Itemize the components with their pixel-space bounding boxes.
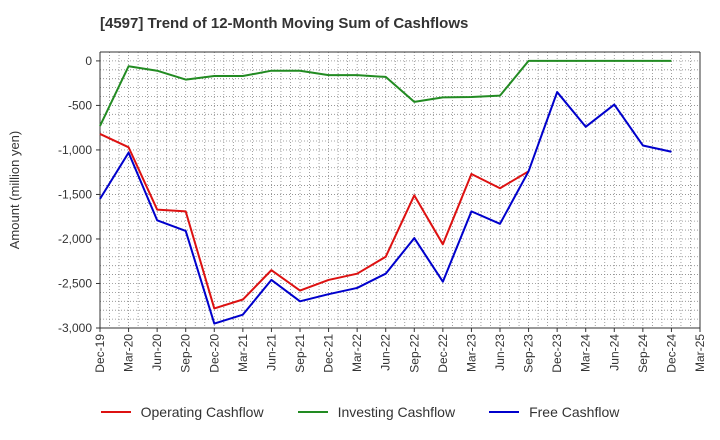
legend-label-free: Free Cashflow [529, 404, 620, 420]
x-tick-label: Jun-21 [264, 334, 278, 371]
x-tick-label: Sep-23 [522, 334, 536, 373]
x-tick-label: Dec-22 [436, 334, 450, 373]
y-tick-label: 0 [85, 54, 92, 68]
legend-item-investing: Investing Cashflow [297, 404, 456, 420]
series-line-free-cashflow [99, 91, 672, 325]
y-tick-label: -1,500 [58, 187, 92, 201]
series-line-investing-cashflow [99, 59, 672, 127]
y-tick-label: -2,500 [58, 276, 92, 290]
y-tick-label: -3,000 [58, 321, 92, 335]
x-tick-label: Sep-24 [636, 334, 650, 373]
y-tick-label: -500 [68, 98, 92, 112]
x-tick-label: Sep-22 [407, 334, 421, 373]
x-tick-label: Jun-24 [607, 334, 621, 371]
legend: Operating Cashflow Investing Cashflow Fr… [0, 404, 720, 420]
plot-area [100, 52, 700, 328]
x-tick-label: Dec-20 [207, 334, 221, 373]
y-tick-label: -1,000 [58, 143, 92, 157]
y-axis-label: Amount (million yen) [7, 131, 22, 250]
x-tick-label: Jun-23 [493, 334, 507, 371]
x-tick-label: Dec-19 [93, 334, 107, 373]
x-tick-label: Mar-21 [236, 334, 250, 372]
chart-title: [4597] Trend of 12-Month Moving Sum of C… [100, 15, 469, 32]
legend-swatch-free [489, 411, 520, 413]
x-tick-label: Mar-25 [693, 334, 707, 372]
x-tick-label: Sep-21 [293, 334, 307, 373]
x-tick-label: Mar-20 [122, 334, 136, 372]
x-tick-label: Dec-21 [322, 334, 336, 373]
x-tick-label: Sep-20 [179, 334, 193, 373]
legend-item-operating: Operating Cashflow [100, 404, 264, 420]
legend-label-operating: Operating Cashflow [140, 404, 264, 420]
legend-item-free: Free Cashflow [489, 404, 619, 420]
series-line-operating-cashflow [99, 133, 530, 310]
legend-swatch-operating [100, 411, 131, 413]
x-tick-label: Mar-23 [464, 334, 478, 372]
x-tick-label: Mar-22 [350, 334, 364, 372]
x-tick-label: Jun-20 [150, 334, 164, 371]
legend-swatch-investing [297, 411, 328, 413]
x-tick-label: Dec-24 [664, 334, 678, 373]
x-tick-label: Dec-23 [550, 334, 564, 373]
legend-label-investing: Investing Cashflow [337, 404, 456, 420]
x-tick-label: Jun-22 [379, 334, 393, 371]
x-tick-label: Mar-24 [579, 334, 593, 372]
y-tick-label: -2,000 [58, 232, 92, 246]
